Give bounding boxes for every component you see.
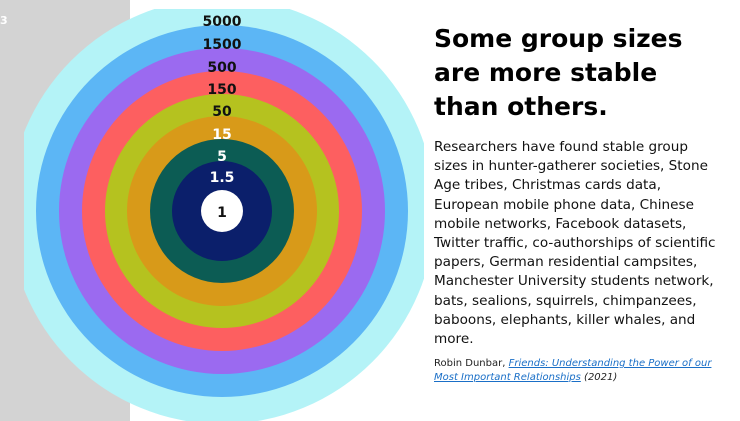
ring-label-1: 1: [217, 205, 227, 221]
concentric-rings-diagram: 5000 1500 500 150 50 15 5 1.5 1: [24, 9, 424, 421]
slide-title: Some group sizes are more stable than ot…: [434, 24, 683, 121]
ring-label-1500: 1500: [203, 37, 242, 53]
ring-label-500: 500: [207, 60, 236, 76]
ring-label-150: 150: [207, 82, 236, 98]
citation-book-link[interactable]: Friends: Understanding the Power of our …: [434, 358, 712, 383]
ring-label-15: 15: [212, 127, 231, 143]
citation: Robin Dunbar, Friends: Understanding the…: [434, 357, 724, 385]
ring-label-1-5: 1.5: [210, 170, 235, 186]
ring-label-5000: 5000: [203, 14, 242, 30]
citation-year: (2021): [584, 372, 618, 383]
body-paragraph: Researchers have found stable group size…: [434, 139, 716, 348]
slide-number: 3: [0, 14, 8, 27]
ring-label-5: 5: [217, 149, 227, 165]
citation-author: Robin Dunbar,: [434, 358, 506, 369]
ring-1: [201, 190, 243, 232]
ring-label-50: 50: [212, 104, 232, 120]
